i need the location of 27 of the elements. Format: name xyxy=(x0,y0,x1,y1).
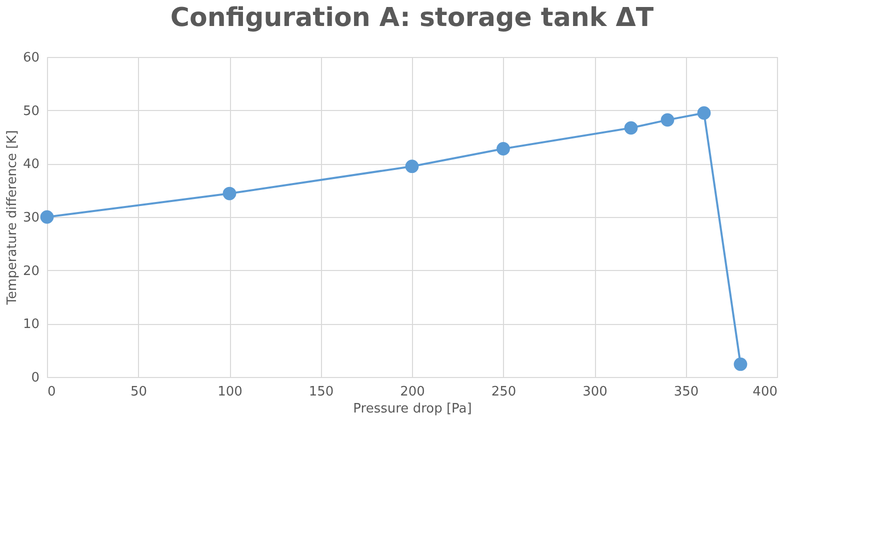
y-axis-title: Temperature difference [K] xyxy=(4,130,20,306)
point xyxy=(40,210,54,224)
point xyxy=(660,113,674,127)
x-tick-label: 300 xyxy=(582,384,608,400)
x-tick-label: 350 xyxy=(674,384,699,400)
y-tick-label: 40 xyxy=(22,157,40,172)
point xyxy=(624,121,638,135)
point xyxy=(222,186,236,200)
x-tick-label: 200 xyxy=(400,384,425,400)
point xyxy=(734,358,748,371)
x-tick-label: 50 xyxy=(130,384,148,400)
y-tick-label: 0 xyxy=(31,370,40,386)
x-tick-label: 250 xyxy=(491,384,516,400)
point xyxy=(405,160,419,174)
x-axis-title: Pressure drop [Pa] xyxy=(353,402,472,416)
chart-title: Configuration A: storage tank ΔT xyxy=(170,3,654,33)
y-tick-label: 50 xyxy=(22,104,40,119)
y-tick-label: 20 xyxy=(22,264,40,279)
y-tick-label: 10 xyxy=(22,317,40,332)
x-tick-label: 100 xyxy=(218,384,242,400)
y-tick-label: 60 xyxy=(22,50,40,66)
point xyxy=(496,142,510,156)
x-tick-label: 0 xyxy=(48,384,56,400)
y-tick-label: 30 xyxy=(22,210,40,226)
x-tick-label: 150 xyxy=(308,384,334,400)
x-tick-label: 400 xyxy=(752,384,778,400)
point xyxy=(697,106,711,120)
